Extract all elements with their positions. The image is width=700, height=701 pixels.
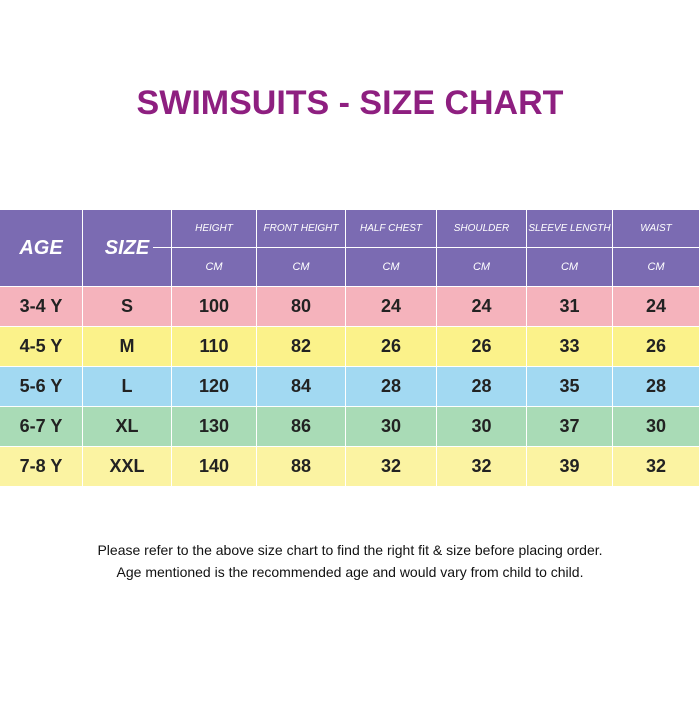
data-cell: 100 xyxy=(172,287,257,327)
header-cell: SIZE xyxy=(83,210,172,287)
note: Please refer to the above size chart to … xyxy=(97,542,603,558)
data-cell: 31 xyxy=(527,287,613,327)
data-cell: XXL xyxy=(83,447,172,487)
unit-cell: CM xyxy=(527,248,613,287)
data-cell: 4-5 Y xyxy=(0,327,83,367)
title: SWIMSUITS - SIZE CHART xyxy=(136,84,564,122)
header-cell: WAIST xyxy=(613,210,700,248)
data-cell: 24 xyxy=(613,287,700,327)
data-cell: 3-4 Y xyxy=(0,287,83,327)
data-cell: 32 xyxy=(437,447,527,487)
data-cell: 37 xyxy=(527,407,613,447)
data-cell: XL xyxy=(83,407,172,447)
data-cell: 30 xyxy=(613,407,700,447)
data-cell: 26 xyxy=(437,327,527,367)
data-cell: 26 xyxy=(346,327,437,367)
data-cell: 86 xyxy=(257,407,346,447)
data-cell: 88 xyxy=(257,447,346,487)
data-cell: 32 xyxy=(613,447,700,487)
data-cell: 32 xyxy=(346,447,437,487)
unit-cell: CM xyxy=(437,248,527,287)
note: Age mentioned is the recommended age and… xyxy=(116,564,584,580)
data-cell: 26 xyxy=(613,327,700,367)
data-cell: 39 xyxy=(527,447,613,487)
data-cell: 30 xyxy=(346,407,437,447)
data-cell: 33 xyxy=(527,327,613,367)
data-cell: 82 xyxy=(257,327,346,367)
data-cell: 5-6 Y xyxy=(0,367,83,407)
unit-cell: CM xyxy=(346,248,437,287)
data-cell: 24 xyxy=(437,287,527,327)
data-cell: 24 xyxy=(346,287,437,327)
data-cell: 130 xyxy=(172,407,257,447)
data-cell: S xyxy=(83,287,172,327)
data-cell: 140 xyxy=(172,447,257,487)
data-cell: 28 xyxy=(613,367,700,407)
data-cell: 110 xyxy=(172,327,257,367)
header-cell: AGE xyxy=(0,210,83,287)
data-cell: 28 xyxy=(346,367,437,407)
data-cell: 80 xyxy=(257,287,346,327)
unit-cell: CM xyxy=(613,248,700,287)
data-cell: 30 xyxy=(437,407,527,447)
data-cell: M xyxy=(83,327,172,367)
header-cell: SLEEVE LENGTH xyxy=(527,210,613,248)
header-cell: HALF CHEST xyxy=(346,210,437,248)
data-cell: 7-8 Y xyxy=(0,447,83,487)
dash xyxy=(153,247,171,248)
data-cell: 6-7 Y xyxy=(0,407,83,447)
unit-cell: CM xyxy=(172,248,257,287)
data-cell: 35 xyxy=(527,367,613,407)
data-cell: 28 xyxy=(437,367,527,407)
data-cell: 120 xyxy=(172,367,257,407)
header-cell: FRONT HEIGHT xyxy=(257,210,346,248)
header-cell: HEIGHT xyxy=(172,210,257,248)
header-cell: SHOULDER xyxy=(437,210,527,248)
data-cell: 84 xyxy=(257,367,346,407)
data-cell: L xyxy=(83,367,172,407)
unit-cell: CM xyxy=(257,248,346,287)
